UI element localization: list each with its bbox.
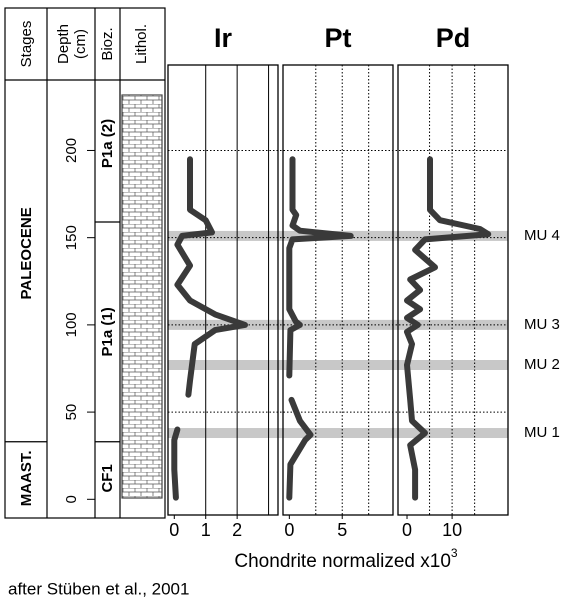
panel-frame bbox=[167, 64, 279, 516]
x-label: Chondrite normalized x10 bbox=[234, 551, 451, 572]
profile-line bbox=[171, 426, 181, 501]
lithol-header: Lithol. bbox=[133, 24, 150, 64]
x-tick-label: 2 bbox=[232, 520, 242, 540]
profile-line bbox=[174, 156, 248, 398]
biozone-label: P1a (1) bbox=[99, 307, 116, 356]
marker-label: MU 4 bbox=[524, 227, 560, 244]
x-tick-label: 5 bbox=[337, 520, 347, 540]
panel-title: Pt bbox=[325, 23, 352, 53]
biozone-label: P1a (2) bbox=[99, 119, 116, 168]
marker-label: MU 1 bbox=[524, 424, 560, 441]
panel-frame bbox=[282, 64, 394, 516]
depth-tick-label: 100 bbox=[63, 312, 80, 337]
depth-tick-label: 50 bbox=[63, 404, 80, 421]
x-tick-label: 0 bbox=[284, 520, 294, 540]
source: after Stüben et al., 2001 bbox=[8, 579, 189, 598]
strat-columns bbox=[4, 7, 166, 519]
marker-band bbox=[168, 428, 508, 439]
panel-title: Ir bbox=[214, 23, 233, 53]
x-axis-label: Chondrite normalized x103 bbox=[234, 546, 458, 572]
depth-unit: (cm) bbox=[72, 29, 89, 59]
panel-title: Pd bbox=[436, 23, 471, 53]
stage-label: MAAST. bbox=[18, 450, 35, 506]
depth-tick-label: 200 bbox=[63, 138, 80, 163]
x-label-exponent: 3 bbox=[451, 546, 458, 560]
profile-line bbox=[286, 156, 354, 379]
profile-line bbox=[286, 396, 314, 501]
depth-tick-label: 150 bbox=[63, 225, 80, 250]
stages-header: Stages bbox=[18, 21, 35, 68]
marker-band bbox=[168, 319, 508, 330]
depth-header: Depth bbox=[55, 24, 72, 64]
x-tick-label: 1 bbox=[201, 520, 211, 540]
panel-frame bbox=[397, 64, 509, 516]
biozone-label: CF1 bbox=[99, 464, 116, 492]
marker-label: MU 3 bbox=[524, 316, 560, 333]
bioz-header: Bioz. bbox=[99, 27, 116, 60]
marker-label: MU 2 bbox=[524, 356, 560, 373]
x-tick-label: 10 bbox=[442, 520, 462, 540]
x-tick-label: 0 bbox=[402, 520, 412, 540]
stage-label: PALEOCENE bbox=[18, 207, 35, 299]
x-tick-label: 0 bbox=[169, 520, 179, 540]
marker-band bbox=[168, 360, 508, 370]
depth-tick-label: 0 bbox=[63, 495, 80, 503]
profile-line bbox=[404, 156, 492, 501]
